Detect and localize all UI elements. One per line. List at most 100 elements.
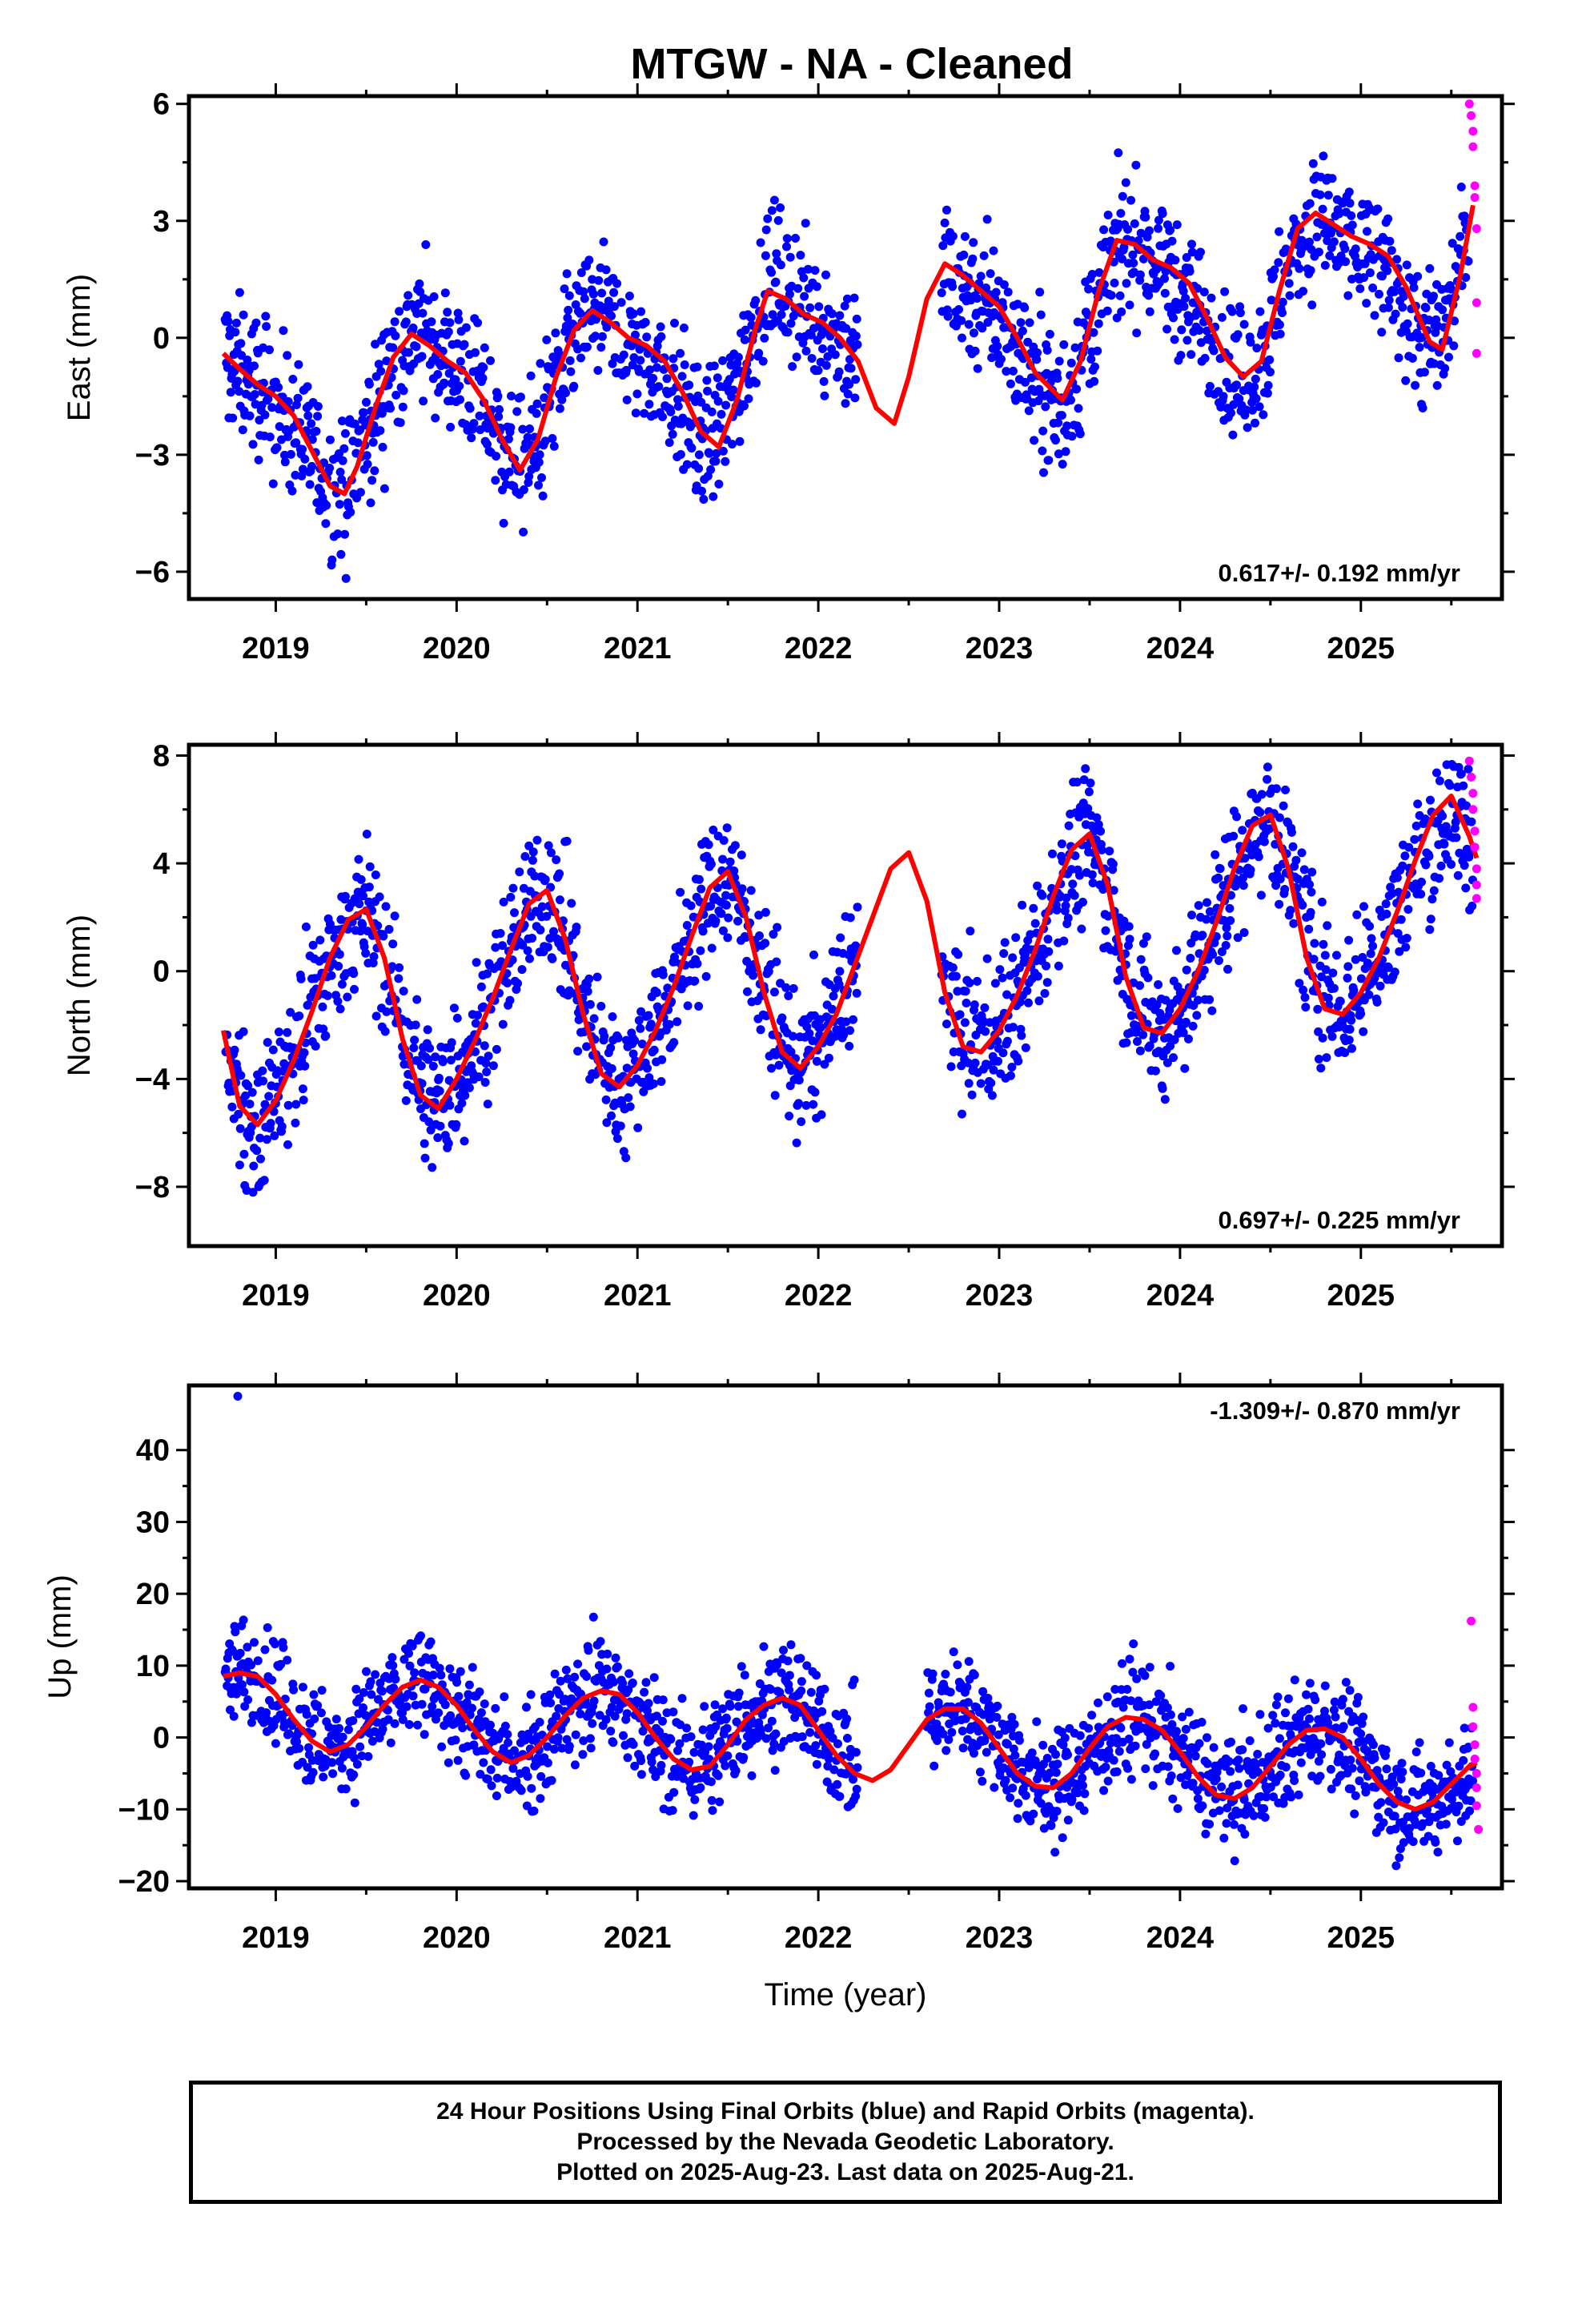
final-orbit-point: [444, 1758, 453, 1767]
final-orbit-point: [747, 1771, 757, 1780]
final-orbit-point: [702, 376, 712, 385]
final-orbit-point: [1234, 1755, 1243, 1765]
final-orbit-point: [1392, 873, 1402, 883]
final-orbit-point: [675, 1739, 685, 1748]
final-orbit-point: [1136, 228, 1146, 238]
final-orbit-point: [438, 1057, 448, 1067]
final-orbit-point: [1418, 404, 1427, 412]
final-orbit-point: [1314, 1027, 1323, 1036]
final-orbit-point: [1022, 986, 1032, 995]
final-orbit-point: [761, 225, 771, 235]
final-orbit-point: [694, 464, 704, 473]
final-orbit-point: [350, 984, 359, 994]
final-orbit-point: [1086, 778, 1095, 788]
final-orbit-point: [263, 394, 273, 404]
final-orbit-point: [353, 438, 363, 448]
final-orbit-point: [1123, 224, 1133, 234]
final-orbit-point: [1050, 1848, 1060, 1857]
final-orbit-point: [1390, 287, 1399, 296]
final-orbit-point: [1426, 915, 1435, 924]
final-orbit-point: [1070, 891, 1079, 900]
final-orbit-point: [638, 1727, 648, 1736]
final-orbit-point: [640, 318, 650, 327]
final-orbit-point: [1160, 1095, 1170, 1104]
final-orbit-point: [235, 1124, 245, 1133]
final-orbit-point: [288, 375, 298, 384]
final-orbit-point: [571, 1730, 580, 1739]
final-orbit-point: [235, 1160, 244, 1170]
final-orbit-point: [584, 255, 594, 265]
final-orbit-point: [938, 1729, 948, 1739]
final-orbit-point: [1275, 875, 1285, 884]
final-orbit-point: [596, 343, 606, 352]
final-orbit-point: [341, 1784, 351, 1794]
final-orbit-point: [1156, 1691, 1166, 1700]
final-orbit-point: [1340, 1048, 1350, 1057]
final-orbit-point: [817, 1110, 826, 1120]
final-orbit-point: [585, 999, 595, 1009]
final-orbit-point: [699, 495, 709, 504]
final-orbit-point: [829, 1765, 839, 1775]
final-orbit-point: [1329, 237, 1339, 247]
final-orbit-point: [613, 1033, 623, 1043]
final-orbit-point: [1368, 941, 1378, 951]
x-tick-label: 2021: [604, 632, 672, 665]
final-orbit-point: [1042, 1754, 1052, 1763]
velocity-rate-label-east: 0.617+/- 0.192 mm/yr: [1219, 559, 1460, 587]
final-orbit-point: [718, 446, 728, 456]
final-orbit-point: [1087, 1711, 1097, 1720]
final-orbit-point: [440, 1700, 450, 1710]
final-orbit-point: [1167, 236, 1177, 246]
final-orbit-point: [1271, 1719, 1280, 1728]
final-orbit-point: [307, 461, 316, 471]
final-orbit-point: [1066, 865, 1076, 875]
final-orbit-point: [1439, 839, 1449, 849]
final-orbit-point: [1129, 259, 1138, 267]
final-orbit-point: [961, 987, 970, 996]
final-orbit-point: [962, 999, 971, 1007]
final-orbit-point: [1215, 864, 1225, 874]
final-orbit-point: [851, 375, 861, 384]
final-orbit-point: [718, 1704, 728, 1714]
final-orbit-point: [646, 1019, 656, 1029]
final-orbit-point: [970, 1671, 979, 1679]
final-orbit-point: [640, 1687, 649, 1697]
final-orbit-point: [713, 373, 722, 383]
final-orbit-point: [457, 1099, 467, 1108]
final-orbit-point: [1003, 287, 1013, 297]
final-orbit-point: [239, 1027, 248, 1036]
final-orbit-point: [1251, 1760, 1260, 1770]
final-orbit-point: [460, 340, 469, 349]
final-orbit-point: [560, 1695, 570, 1704]
final-orbit-point: [693, 362, 702, 372]
final-orbit-point: [434, 1708, 444, 1718]
final-orbit-point: [1009, 1023, 1018, 1032]
final-orbit-point: [517, 965, 527, 975]
final-orbit-point: [1211, 1774, 1221, 1783]
final-orbit-point: [1110, 278, 1119, 287]
final-orbit-point: [1461, 883, 1471, 893]
final-orbit-point: [812, 1671, 821, 1680]
final-orbit-point: [336, 549, 346, 559]
final-orbit-point: [1054, 449, 1063, 459]
final-orbit-point: [1026, 1816, 1035, 1826]
final-orbit-point: [801, 219, 810, 228]
final-orbit-point: [785, 252, 795, 262]
final-orbit-point: [408, 1691, 418, 1701]
final-orbit-point: [743, 987, 752, 996]
final-orbit-point: [1114, 1747, 1124, 1756]
final-orbit-point: [1138, 1030, 1148, 1039]
final-orbit-point: [526, 1690, 536, 1699]
final-orbit-point: [685, 380, 694, 390]
final-orbit-point: [1203, 898, 1211, 907]
final-orbit-point: [408, 324, 418, 332]
final-orbit-point: [964, 1079, 974, 1088]
final-orbit-point: [339, 444, 349, 453]
final-orbit-point: [1080, 1789, 1090, 1799]
final-orbit-point: [701, 971, 711, 981]
final-orbit-point: [453, 1755, 463, 1765]
final-orbit-point: [764, 967, 773, 976]
final-orbit-point: [925, 1702, 934, 1711]
final-orbit-point: [682, 460, 692, 469]
final-orbit-point: [245, 1100, 255, 1109]
